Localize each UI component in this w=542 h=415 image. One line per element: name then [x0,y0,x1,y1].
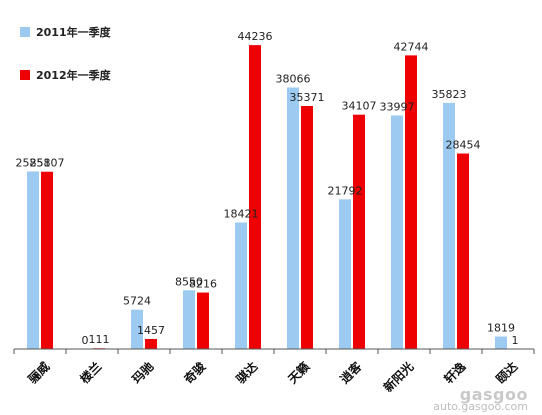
value-label-2012-9: 1 [512,334,519,347]
bar-2011-9 [495,336,507,349]
bar-2012-5 [301,106,313,350]
legend-label-2011: 2011年一季度 [36,26,111,39]
value-label-2011-7: 33997 [380,100,415,113]
value-label-2012-4: 44236 [238,30,273,43]
value-label-2011-0: 25851 [16,156,51,169]
category-label-0: 骊威 [25,359,53,387]
value-label-2011-4: 18421 [224,207,259,220]
x-axis-ticks [13,349,535,354]
bar-2011-7 [391,115,403,350]
value-label-2011-1: 0 [82,334,89,347]
value-label-2012-6: 34107 [342,100,377,113]
category-label-5: 天籁 [285,359,313,387]
bar-2011-8 [443,102,455,350]
value-label-2012-5: 35371 [290,91,325,104]
category-label-4: 骐达 [233,359,261,387]
bar-2012-6 [353,114,365,349]
bar-2012-0 [41,171,53,349]
bar-2011-3 [183,290,195,349]
legend-item-2012: 2012年一季度 [20,67,111,83]
bar-2011-6 [339,199,351,349]
category-label-2: 玛驰 [129,359,156,386]
value-label-2012-1: 111 [89,333,110,346]
value-label-2012-3: 8216 [189,278,217,291]
bar-2011-5 [287,87,299,350]
value-label-2012-8: 28454 [446,139,481,152]
bar-2012-2 [145,338,157,349]
value-label-2011-5: 38066 [276,73,311,86]
category-label-1: 楼兰 [77,359,105,387]
bar-2012-4 [249,45,261,349]
category-label-6: 逍客 [337,358,365,386]
legend-item-2011: 2011年一季度 [20,24,111,40]
bar-2012-7 [405,55,417,349]
legend-label-2012: 2012年一季度 [36,69,111,82]
watermark-logo: gasgoo [459,385,528,404]
bar-2011-2 [131,309,143,349]
bar-2012-3 [197,292,209,349]
value-label-2012-7: 42744 [394,40,429,53]
value-label-2011-6: 21792 [328,184,363,197]
bar-2011-4 [235,222,247,349]
bars-layer [27,45,521,350]
category-label-7: 新阳光 [380,359,416,395]
value-label-2011-8: 35823 [432,88,467,101]
legend-swatch-2012 [20,70,30,80]
category-label-8: 轩逸 [441,359,469,387]
value-label-2012-2: 1457 [137,324,165,337]
value-label-2011-3: 8550 [175,275,203,288]
value-label-2011-9: 1819 [487,322,515,335]
bar-2012-8 [457,153,469,349]
category-label-9: 颐达 [493,359,521,387]
watermark: gasgoo auto.gasgoo.com [433,385,528,413]
value-label-2011-2: 5724 [123,295,151,308]
value-label-2012-0: 25807 [30,157,65,170]
category-label-3: 奇骏 [181,358,209,386]
bar-2011-0 [27,171,39,349]
legend-swatch-2011 [20,27,30,37]
watermark-url: auto.gasgoo.com [433,400,528,413]
